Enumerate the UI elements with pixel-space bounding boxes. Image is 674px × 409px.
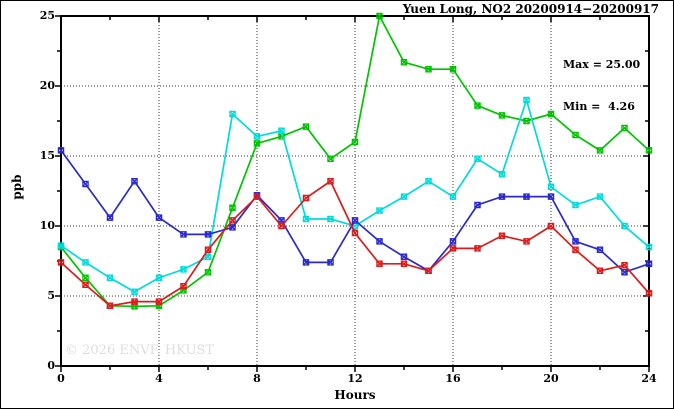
x-axis-label: Hours bbox=[334, 388, 376, 402]
markers-red-series bbox=[57, 177, 653, 310]
y-tick-label-10: 10 bbox=[39, 219, 55, 232]
x-tick-label-8: 8 bbox=[253, 372, 261, 385]
x-tick-label-4: 4 bbox=[155, 372, 163, 385]
markers-blue-series bbox=[57, 147, 653, 276]
stats-box: Max = 25.00 Min = 4.26 bbox=[563, 30, 640, 142]
max-value-label: Max = 25.00 bbox=[563, 58, 641, 71]
markers-cyan-series bbox=[57, 96, 653, 296]
min-value-label: Min = 4.26 bbox=[563, 100, 635, 113]
y-tick-label-25: 25 bbox=[39, 9, 55, 22]
watermark: © 2026 ENVF, HKUST bbox=[65, 343, 214, 358]
y-tick-label-0: 0 bbox=[47, 359, 55, 372]
line-cyan-series bbox=[60, 97, 650, 293]
x-tick-label-16: 16 bbox=[445, 372, 461, 385]
y-tick-label-20: 20 bbox=[39, 79, 55, 92]
y-tick-label-15: 15 bbox=[39, 149, 55, 162]
y-tick-label-5: 5 bbox=[47, 289, 55, 302]
x-tick-label-12: 12 bbox=[347, 372, 363, 385]
x-tick-label-24: 24 bbox=[641, 372, 657, 385]
x-tick-label-0: 0 bbox=[57, 372, 65, 385]
chart-title: Yuen Long, NO2 20200914−20200917 bbox=[402, 2, 659, 16]
x-tick-label-20: 20 bbox=[543, 372, 559, 385]
y-axis-label: ppb bbox=[10, 174, 24, 200]
plot-frame bbox=[60, 15, 650, 367]
